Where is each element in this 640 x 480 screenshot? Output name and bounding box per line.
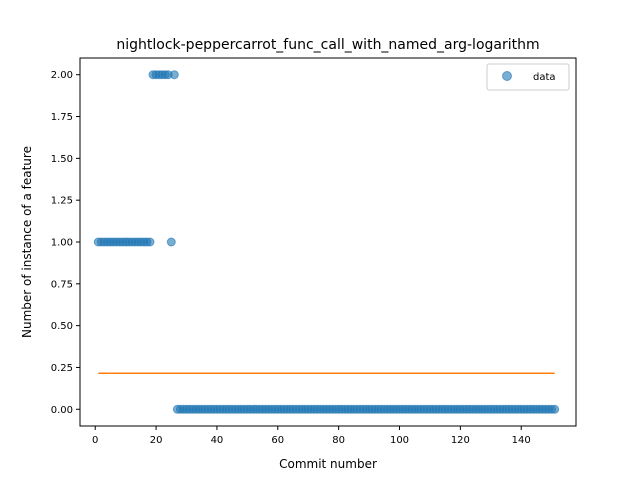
data-point [145, 237, 155, 247]
x-tick-label: 0 [92, 435, 98, 446]
legend-marker-data [502, 71, 512, 81]
x-tick-label: 120 [451, 435, 470, 446]
legend: data [486, 63, 570, 91]
chart-title: nightlock-peppercarrot_func_call_with_na… [116, 37, 539, 53]
ticks: 0 20 40 60 80 100 120 140 0.00 0.25 0.50 0.75 1.00 1.… [51, 70, 531, 446]
legend-box [486, 63, 570, 91]
data-point [550, 404, 560, 414]
x-tick-label: 80 [332, 435, 345, 446]
y-tick-label: 1.25 [51, 196, 73, 207]
y-tick-label: 0.25 [51, 363, 73, 374]
x-tick-label: 100 [390, 435, 409, 446]
y-tick-label: 1.75 [51, 112, 73, 123]
x-tick-label: 60 [271, 435, 284, 446]
data-point [169, 70, 179, 80]
y-tick-label: 0.75 [51, 279, 73, 290]
x-tick-label: 140 [512, 435, 531, 446]
data-point [166, 237, 176, 247]
plot-area [93, 70, 560, 414]
y-tick-label: 1.50 [51, 154, 73, 165]
y-tick-label: 2.00 [51, 70, 73, 81]
legend-label-data: data [533, 72, 556, 83]
x-axis-label: Commit number [279, 457, 377, 471]
x-tick-label: 40 [211, 435, 224, 446]
x-tick-label: 20 [150, 435, 163, 446]
y-axis-label: Number of instance of a feature [20, 146, 34, 338]
y-tick-label: 1.00 [51, 238, 73, 249]
y-tick-label: 0.00 [51, 405, 73, 416]
y-tick-label: 0.50 [51, 321, 73, 332]
